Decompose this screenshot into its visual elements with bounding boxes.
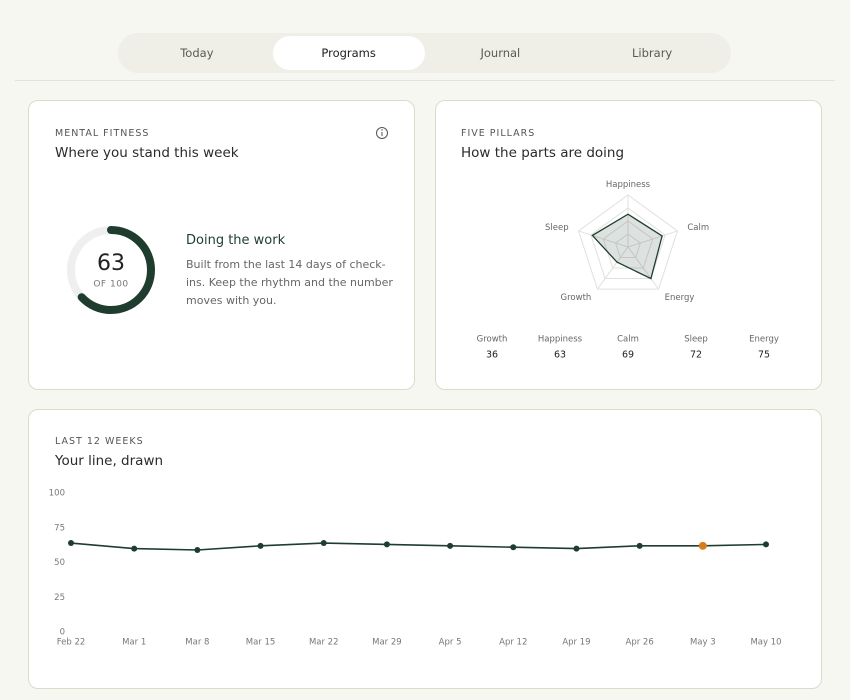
radar-axis-label: Energy — [665, 293, 695, 303]
radar-spoke — [597, 246, 629, 290]
point — [320, 540, 327, 547]
radar-area — [591, 213, 663, 280]
pillar-name: Growth — [477, 335, 508, 345]
tab[interactable]: Library — [632, 46, 673, 60]
pillar-value: 75 — [758, 350, 770, 361]
y-tick-label: 0 — [60, 628, 65, 638]
point — [257, 542, 264, 549]
point — [510, 544, 517, 551]
card-title: How the parts are doing — [461, 145, 625, 161]
radar-ring — [577, 194, 679, 290]
pillar-name: Sleep — [684, 335, 708, 345]
radar-axis-label: Sleep — [545, 223, 569, 233]
point — [131, 545, 138, 552]
pillar-name: Happiness — [538, 335, 583, 345]
tab[interactable]: Programs — [272, 36, 425, 70]
radar-ring — [615, 233, 641, 259]
pillar-value: 72 — [690, 350, 702, 361]
score-body: Built from the last 14 days of check-ins… — [186, 258, 393, 307]
donut-arc — [67, 226, 155, 314]
x-tick-label: May 3 — [690, 638, 716, 648]
x-tick-label: Feb 22 — [57, 638, 86, 648]
score-max: OF 100 — [93, 280, 128, 290]
card-label: LAST 12 WEEKS — [55, 436, 144, 447]
radar-ring — [590, 207, 666, 280]
pillar-value: 63 — [554, 350, 566, 361]
score-value: 63 — [97, 251, 125, 276]
x-tick-label: May 10 — [750, 638, 781, 648]
x-tick-label: Apr 12 — [499, 638, 527, 648]
point — [447, 542, 454, 549]
y-tick-label: 25 — [54, 593, 65, 603]
radar-spoke — [578, 230, 629, 248]
radar-spoke — [627, 246, 659, 290]
y-tick-label: 75 — [54, 523, 65, 533]
x-tick-label: Mar 29 — [372, 638, 402, 648]
point — [194, 546, 201, 553]
x-tick-label: Apr 19 — [562, 638, 590, 648]
point — [636, 542, 643, 549]
card-mental-fitness — [28, 100, 415, 390]
info-icon[interactable] — [376, 127, 388, 139]
point — [383, 541, 390, 548]
x-tick-label: Mar 22 — [309, 638, 339, 648]
tab[interactable]: Today — [180, 46, 214, 60]
radar-axis-label: Happiness — [606, 180, 651, 190]
radar-spoke — [627, 230, 678, 248]
x-tick-label: Mar 8 — [185, 638, 209, 648]
tab-bar: Today Programs Journal Library — [118, 33, 731, 73]
x-tick-label: Apr 5 — [439, 638, 462, 648]
point — [68, 540, 74, 547]
card-title: Your line, drawn — [55, 453, 164, 469]
x-tick-label: Apr 26 — [626, 638, 654, 648]
pillar-value: 36 — [486, 350, 498, 361]
tab[interactable]: Journal — [480, 46, 521, 60]
card-label: MENTAL FITNESS — [55, 128, 150, 139]
trend-line — [70, 542, 767, 551]
highlight-point — [698, 541, 707, 550]
radar-axis-label: Calm — [687, 223, 709, 233]
pillar-name: Energy — [749, 335, 779, 345]
card-label: FIVE PILLARS — [461, 128, 536, 139]
radar-axis-label: Growth — [561, 293, 592, 303]
divider — [15, 80, 835, 81]
y-tick-label: 100 — [49, 489, 65, 499]
card-title: Where you stand this week — [55, 145, 239, 161]
pillar-name: Calm — [617, 335, 639, 345]
y-tick-label: 50 — [54, 558, 65, 568]
x-tick-label: Mar 15 — [246, 638, 276, 648]
pillar-value: 69 — [622, 350, 634, 361]
point — [573, 545, 580, 552]
point — [763, 541, 769, 548]
x-tick-label: Mar 1 — [122, 638, 146, 648]
score-heading: Doing the work — [186, 233, 286, 248]
